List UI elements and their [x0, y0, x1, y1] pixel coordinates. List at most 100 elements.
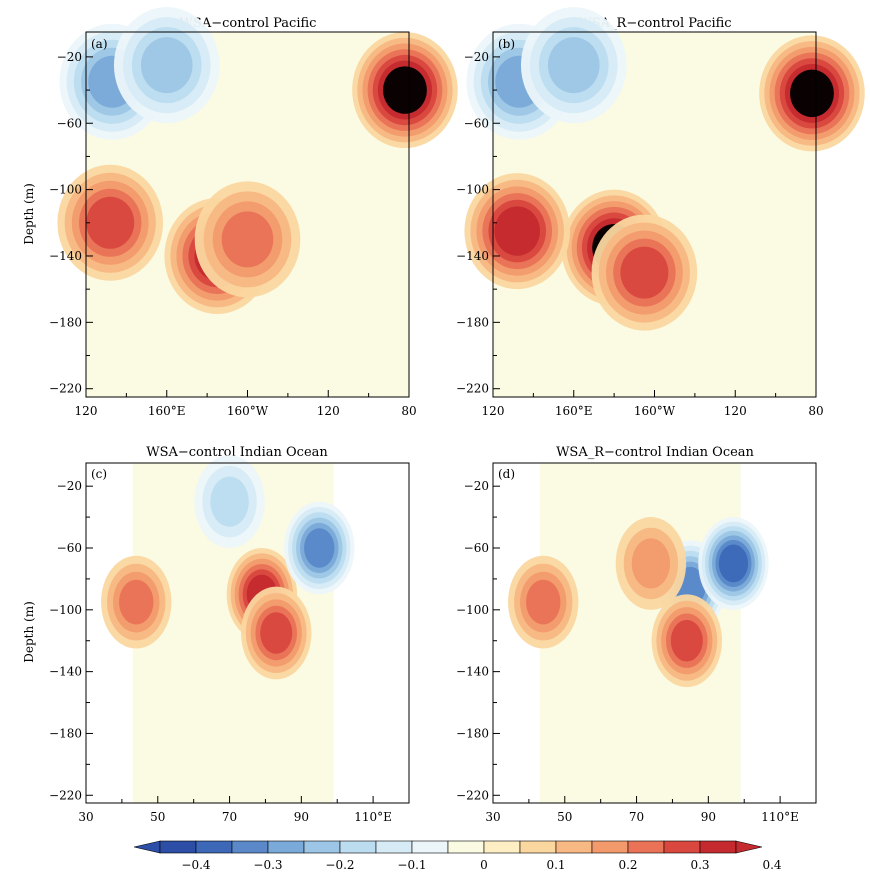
x-tick-label: 70: [629, 810, 644, 824]
panel-d-label: (d): [498, 467, 515, 481]
x-tick-label: 120: [724, 404, 747, 418]
colorbar-swatch: [519, 840, 557, 854]
colorbar-swatch: [303, 840, 341, 854]
panel-a-y-axis: −20 −60 −100 −140 −180 −220: [49, 50, 93, 396]
y-tick-label: −100: [49, 183, 82, 197]
panel-b-label: (b): [498, 37, 515, 51]
panel-d-y-axis: −20 −60 −100 −140 −180 −220: [456, 479, 500, 802]
colorbar-swatch: [231, 840, 269, 854]
colorbar-extend-high: [735, 840, 763, 854]
colorbar-swatch: [591, 840, 629, 854]
y-tick-label: −140: [456, 249, 489, 263]
y-tick-label: −60: [57, 541, 82, 555]
x-tick-label: 160°E: [148, 404, 186, 418]
panel-c-x-axis: 30 50 70 90 110°E: [78, 796, 392, 824]
y-tick-label: −180: [456, 726, 489, 740]
y-tick-label: −60: [57, 116, 82, 130]
colorbar-swatch: [627, 840, 665, 854]
y-tick-label: −140: [49, 249, 82, 263]
colorbar: −0.4 −0.3 −0.2 −0.1 0 0.1 0.2 0.3 0.4: [133, 840, 782, 872]
panel-b-x-axis: 120 160°E 160°W 120 80: [482, 390, 824, 418]
x-tick-label: 160°E: [555, 404, 593, 418]
colorbar-swatch: [195, 840, 233, 854]
x-tick-label: 120: [317, 404, 340, 418]
x-tick-label: 110°E: [761, 810, 799, 824]
y-tick-label: −100: [49, 603, 82, 617]
panel-d-x-axis: 30 50 70 90 110°E: [485, 796, 799, 824]
colorbar-swatch: [447, 840, 485, 854]
panel-b: WSA_R−control Pacific (b) −20 −60 −100 −140…: [456, 7, 865, 418]
x-tick-label: 80: [808, 404, 823, 418]
panel-d-title: WSA_R−control Indian Ocean: [556, 445, 754, 460]
x-tick-label: 120: [482, 404, 505, 418]
panel-a: WSA−control Pacific (a) Depth (m) −20 −60…: [22, 7, 458, 418]
anomaly-contour: [620, 246, 669, 299]
x-tick-label: 30: [485, 810, 500, 824]
colorbar-tick-label: 0: [480, 858, 488, 872]
panel-c-field: [101, 455, 355, 803]
anomaly-contour: [304, 528, 335, 568]
y-tick-label: −180: [49, 315, 82, 329]
x-tick-label: 160°W: [227, 404, 269, 418]
colorbar-swatch: [483, 840, 521, 854]
x-tick-label: 80: [401, 404, 416, 418]
panel-c: WSA−control Indian Ocean (c) Depth (m) −…: [22, 445, 410, 824]
colorbar-tick-label: −0.4: [181, 858, 211, 872]
panel-c-ylabel: Depth (m): [22, 601, 36, 663]
anomaly-contour: [260, 612, 293, 654]
y-tick-label: −180: [49, 726, 82, 740]
y-tick-label: −220: [49, 382, 82, 396]
y-tick-label: −180: [456, 315, 489, 329]
y-tick-label: −140: [456, 665, 489, 679]
colorbar-swatch: [699, 840, 737, 854]
x-tick-label: 30: [78, 810, 93, 824]
anomaly-contour: [383, 66, 427, 114]
colorbar-tick-label: 0.3: [690, 858, 709, 872]
x-tick-label: 90: [294, 810, 309, 824]
panel-c-frame: [85, 462, 410, 804]
anomaly-contour: [119, 579, 154, 625]
x-tick-label: 120: [75, 404, 98, 418]
anomaly-contour: [718, 544, 749, 583]
panel-a-title: WSA−control Pacific: [180, 16, 317, 31]
colorbar-extend-low: [133, 840, 161, 854]
colorbar-swatch: [267, 840, 305, 854]
colorbar-swatch: [375, 840, 413, 854]
y-tick-label: −220: [456, 382, 489, 396]
y-tick-label: −20: [57, 479, 82, 493]
anomaly-contour: [547, 37, 600, 94]
y-tick-label: −140: [49, 665, 82, 679]
panel-a-field: [57, 7, 458, 397]
x-tick-label: 110°E: [354, 810, 392, 824]
anomaly-contour: [221, 211, 274, 268]
anomaly-contour: [526, 579, 561, 625]
anomaly-contour: [140, 37, 193, 94]
panel-d-frame: [492, 462, 817, 804]
y-tick-label: −60: [464, 116, 489, 130]
panel-b-title: WSA_R−control Pacific: [578, 16, 731, 31]
panel-a-ylabel: Depth (m): [22, 183, 36, 245]
x-tick-label: 50: [150, 810, 165, 824]
anomaly-contour: [790, 69, 834, 118]
colorbar-tick-label: −0.2: [325, 858, 354, 872]
panel-b-field: [464, 7, 865, 397]
anomaly-contour: [210, 476, 249, 527]
y-tick-label: −100: [456, 183, 489, 197]
x-tick-label: 90: [701, 810, 716, 824]
colorbar-swatch: [159, 840, 197, 854]
colorbar-tick-label: 0.4: [762, 858, 781, 872]
colorbar-tick-label: 0.1: [546, 858, 565, 872]
panel-c-y-axis: −20 −60 −100 −140 −180 −220: [49, 479, 93, 802]
panel-a-label: (a): [91, 37, 108, 51]
colorbar-swatch: [663, 840, 701, 854]
y-tick-label: −20: [464, 479, 489, 493]
colorbar-tick-label: 0.2: [618, 858, 637, 872]
panel-c-label: (c): [91, 467, 107, 481]
anomaly-contour: [86, 196, 135, 249]
panel-b-y-axis: −20 −60 −100 −140 −180 −220: [456, 50, 500, 396]
x-tick-label: 160°W: [634, 404, 676, 418]
y-tick-label: −100: [456, 603, 489, 617]
anomaly-contour: [631, 538, 671, 589]
panel-c-title: WSA−control Indian Ocean: [146, 445, 328, 460]
